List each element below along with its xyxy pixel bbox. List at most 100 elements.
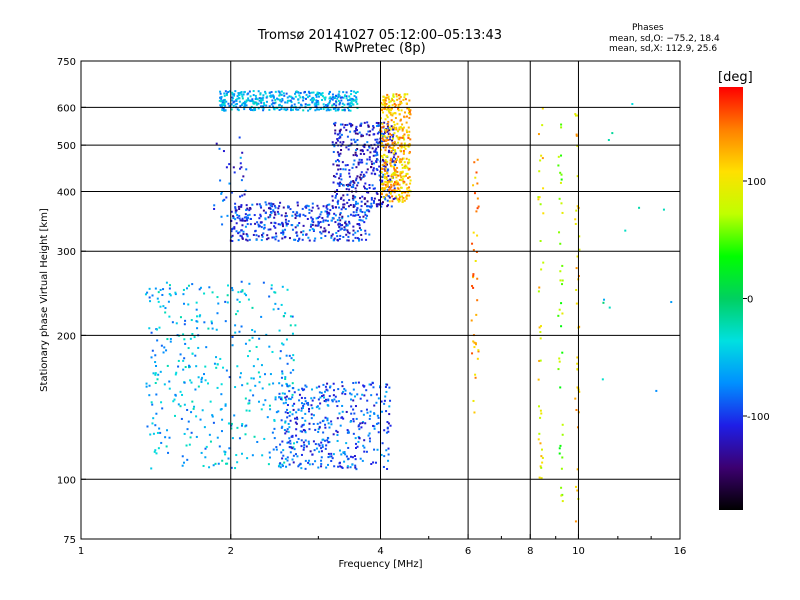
scatter-point [356, 237, 359, 240]
scatter-point [306, 204, 309, 207]
scatter-point [364, 422, 367, 425]
scatter-point [352, 154, 355, 157]
scatter-point [361, 211, 364, 214]
scatter-point [231, 335, 234, 338]
scatter-point [578, 390, 581, 393]
scatter-point [574, 114, 577, 117]
scatter-point [280, 105, 283, 108]
scatter-point [191, 352, 194, 355]
scatter-point [305, 93, 308, 96]
scatter-point [374, 149, 377, 152]
scatter-point [398, 198, 401, 201]
scatter-point [384, 165, 387, 168]
scatter-point [332, 394, 335, 397]
scatter-point [272, 382, 275, 385]
scatter-point [302, 230, 305, 233]
scatter-point [281, 463, 284, 466]
scatter-point [210, 320, 213, 323]
scatter-point [403, 142, 406, 145]
scatter-point [341, 143, 344, 146]
scatter-point [400, 146, 403, 149]
scatter-point [308, 459, 311, 462]
scatter-point [390, 186, 393, 189]
scatter-point [168, 287, 171, 290]
scatter-point [352, 99, 355, 102]
scatter-point [195, 365, 198, 368]
scatter-point [383, 175, 386, 178]
scatter-point [279, 357, 282, 360]
scatter-point [348, 198, 351, 201]
scatter-point [346, 431, 349, 434]
scatter-point [537, 290, 540, 293]
scatter-point [191, 332, 194, 335]
scatter-point [388, 413, 391, 416]
scatter-point [297, 108, 300, 111]
scatter-point [560, 123, 563, 126]
scatter-point [317, 207, 320, 210]
scatter-point [353, 95, 356, 98]
scatter-point [220, 103, 223, 106]
scatter-point [340, 182, 343, 185]
scatter-point [365, 205, 368, 208]
scatter-point [350, 138, 353, 141]
scatter-point [537, 133, 540, 136]
scatter-point [244, 397, 247, 400]
scatter-point [345, 146, 348, 149]
scatter-point [328, 395, 331, 398]
scatter-point [376, 193, 379, 196]
scatter-point [159, 370, 162, 373]
scatter-point [401, 127, 404, 130]
scatter-point [250, 100, 253, 103]
scatter-point [292, 408, 295, 411]
scatter-point [285, 354, 288, 357]
scatter-point [372, 162, 375, 165]
scatter-point [259, 92, 262, 95]
scatter-point [393, 181, 396, 184]
scatter-point [373, 404, 376, 407]
scatter-point [296, 418, 299, 421]
scatter-point [316, 204, 319, 207]
scatter-point [407, 112, 410, 115]
scatter-point [380, 155, 383, 158]
scatter-point [286, 288, 289, 291]
scatter-point [277, 90, 280, 93]
scatter-point [387, 132, 390, 135]
scatter-point [383, 399, 386, 402]
scatter-point [157, 447, 160, 450]
scatter-point [560, 467, 563, 470]
scatter-point [183, 432, 186, 435]
scatter-point [382, 189, 385, 192]
scatter-point [225, 462, 228, 465]
scatter-point [363, 174, 366, 177]
scatter-point [348, 232, 351, 235]
scatter-point [388, 101, 391, 104]
scatter-point [338, 103, 341, 106]
scatter-point [236, 426, 239, 429]
scatter-point [291, 382, 294, 385]
scatter-point [220, 97, 223, 100]
scatter-point [180, 417, 183, 420]
scatter-point [345, 455, 348, 458]
scatter-point [363, 394, 366, 397]
scatter-point [320, 232, 323, 235]
scatter-point [331, 205, 334, 208]
scatter-point [308, 103, 311, 106]
scatter-point [290, 105, 293, 108]
scatter-point [356, 132, 359, 135]
scatter-point [576, 368, 579, 371]
scatter-point [349, 181, 352, 184]
scatter-point [359, 149, 362, 152]
scatter-point [561, 283, 564, 286]
scatter-point [223, 450, 226, 453]
scatter-point [265, 333, 268, 336]
scatter-point [264, 373, 267, 376]
scatter-point [323, 439, 326, 442]
scatter-point [335, 429, 338, 432]
scatter-point [400, 142, 403, 145]
scatter-point [221, 459, 224, 462]
scatter-point [557, 368, 560, 371]
scatter-point [305, 385, 308, 388]
scatter-point [576, 205, 579, 208]
scatter-point [318, 385, 321, 388]
